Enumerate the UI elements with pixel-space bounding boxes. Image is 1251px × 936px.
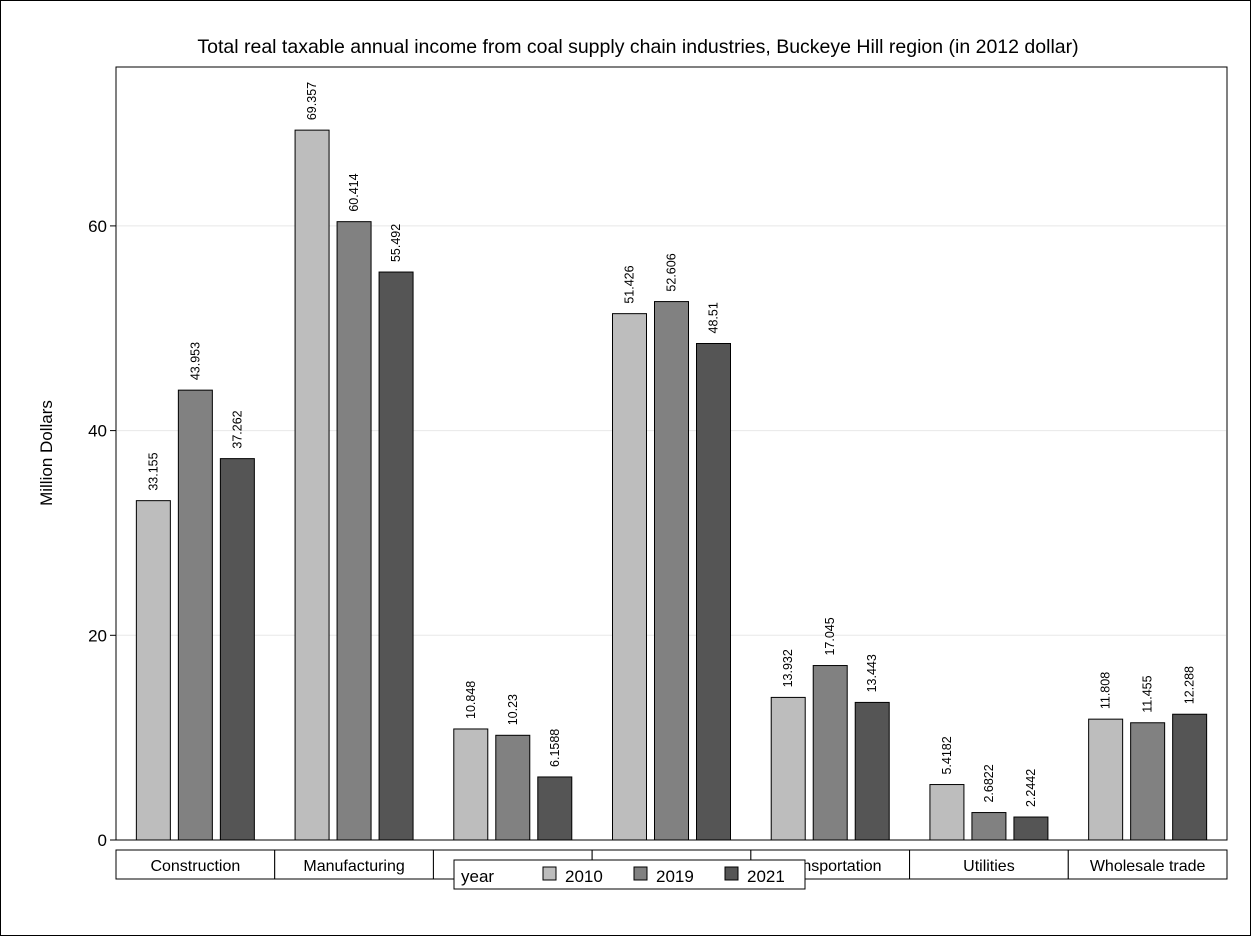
bar-value-label: 13.443: [865, 654, 879, 692]
legend-swatch: [633, 866, 648, 881]
bar-value-label: 55.492: [389, 224, 403, 262]
legend-box: [453, 859, 806, 890]
legend-swatch: [724, 866, 739, 881]
category-label: Construction: [150, 858, 240, 875]
category-box: [274, 849, 434, 880]
y-axis-label: Million Dollars: [37, 400, 56, 506]
legend-items: 2010 2019 2021: [542, 866, 785, 886]
category-label: Manufacturing: [303, 858, 404, 875]
legend: year 2010 2019 2021: [453, 859, 806, 890]
bar: [612, 313, 647, 841]
bar: [177, 389, 213, 841]
bars: [135, 129, 1208, 841]
legend-swatch: [542, 866, 557, 881]
bar-value-label: 5.4182: [940, 736, 954, 774]
bar-value-label: 52.606: [665, 253, 679, 291]
bar-value-label: 37.262: [230, 410, 244, 448]
bar-value-label: 17.045: [823, 617, 837, 655]
bar-value-label: 2.6822: [982, 764, 996, 802]
category-label: Utilities: [963, 858, 1015, 875]
bar-value-label: 12.288: [1183, 666, 1197, 704]
value-labels: 33.155 43.953 37.262 69.357 60.414 55.492 10.8…: [146, 82, 1196, 807]
legend-title: year: [461, 867, 494, 886]
bar: [971, 812, 1007, 841]
category-label: Wholesale trade: [1090, 858, 1206, 875]
bar: [854, 701, 890, 841]
bar: [696, 343, 731, 841]
bar-value-label: 69.357: [305, 82, 319, 120]
bar-value-label: 6.1588: [548, 729, 562, 767]
bar-value-label: 43.953: [188, 342, 202, 380]
bar: [1013, 816, 1049, 841]
bar: [1172, 713, 1208, 841]
legend-label: 2010: [565, 867, 603, 886]
chart-title: Total real taxable annual income from co…: [197, 36, 1078, 58]
bar: [654, 301, 689, 841]
y-tick-label: 40: [88, 422, 107, 441]
bar: [812, 665, 848, 841]
bar-value-label: 48.51: [707, 302, 721, 333]
bar: [336, 221, 372, 841]
category-box: [909, 849, 1069, 880]
bar: [294, 129, 330, 841]
bar-value-label: 60.414: [347, 173, 361, 211]
bar-value-label: 11.808: [1099, 672, 1113, 709]
bar: [378, 271, 414, 841]
bar-value-label: 33.155: [146, 452, 160, 490]
bar: [1088, 718, 1124, 841]
bar: [770, 696, 806, 841]
bar: [135, 500, 171, 841]
y-tick-label: 20: [88, 626, 107, 645]
bar: [219, 458, 255, 841]
bar-value-label: 11.455: [1141, 675, 1155, 712]
bar-value-label: 51.426: [623, 265, 637, 303]
bar-value-label: 2.2442: [1024, 769, 1038, 807]
legend-label: 2019: [656, 867, 694, 886]
bar: [929, 784, 965, 841]
y-tick-label: 0: [98, 831, 107, 850]
category-box: [1067, 849, 1228, 880]
bar-value-label: 10.23: [506, 694, 520, 725]
y-axis: 0 20 40 60: [88, 217, 116, 850]
bar: [1130, 722, 1166, 841]
legend-label: 2021: [747, 867, 785, 886]
bar: [453, 728, 489, 841]
bar: [537, 776, 573, 841]
bar-value-label: 13.932: [781, 649, 795, 687]
y-tick-label: 60: [88, 217, 107, 236]
bar: [495, 734, 531, 841]
category-box: [115, 849, 276, 880]
bar-value-label: 10.848: [464, 681, 478, 719]
